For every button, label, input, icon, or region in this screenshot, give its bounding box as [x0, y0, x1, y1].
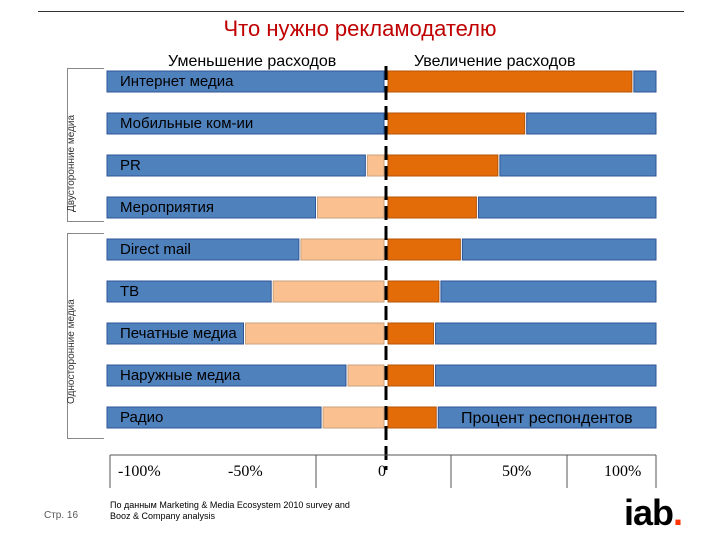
increase-total-bar: [633, 70, 657, 93]
two-way-bracket: [67, 68, 104, 222]
decrease-total-bar: [106, 196, 317, 219]
x-tick-label: -100%: [118, 463, 161, 480]
increase-total-bar: [499, 154, 657, 177]
source-line-2: Booz & Company analysis: [110, 511, 216, 521]
decrease-header: Уменьшение расходов: [168, 53, 337, 70]
decrease-total-bar: [106, 406, 322, 429]
increase-bar: [387, 406, 437, 429]
x-tick-label: 0: [378, 463, 386, 480]
increase-bar: [387, 112, 526, 135]
decrease-total-bar: [106, 70, 385, 93]
logo-dot: .: [673, 492, 683, 533]
decrease-total-bar: [106, 112, 385, 135]
increase-bar: [387, 364, 435, 387]
increase-total-bar: [437, 406, 657, 429]
increase-total-bar: [440, 280, 657, 303]
increase-bar: [387, 280, 440, 303]
decrease-bar: [245, 322, 385, 345]
x-tick-label: 50%: [502, 463, 532, 480]
decrease-bar: [366, 154, 385, 177]
decrease-bar: [322, 406, 385, 429]
decrease-bar: [347, 364, 385, 387]
decrease-total-bar: [106, 238, 300, 261]
category-label: Радио: [120, 409, 164, 426]
logo-text: iab: [624, 492, 674, 533]
bars-layer: [106, 70, 657, 429]
category-label: Direct mail: [120, 241, 191, 258]
category-label: Интернет медиа: [120, 73, 234, 90]
category-label: Печатные медиа: [120, 325, 237, 342]
category-label: PR: [120, 157, 141, 174]
increase-total-bar: [461, 238, 657, 261]
decrease-bar: [300, 238, 385, 261]
x-tick-label: 100%: [604, 463, 642, 480]
increase-total-bar: [435, 322, 657, 345]
increase-total-bar: [477, 196, 657, 219]
decrease-bar: [272, 280, 385, 303]
increase-bar: [387, 322, 435, 345]
source-line-1: По данным Marketing & Media Ecosystem 20…: [110, 500, 350, 510]
increase-bar: [387, 196, 477, 219]
increase-bar: [387, 70, 633, 93]
decrease-total-bar: [106, 280, 272, 303]
category-label: Мобильные ком-ии: [120, 115, 254, 132]
increase-header: Увеличение расходов: [414, 53, 576, 70]
top-rule: [38, 11, 684, 12]
axis-layer: [109, 66, 657, 488]
axis-title: Процент респондентов: [461, 410, 633, 427]
one-way-bracket: [67, 233, 104, 439]
iab-logo: iab.: [624, 492, 683, 534]
decrease-total-bar: [106, 322, 244, 345]
page-title: Что нужно рекламодателю: [223, 16, 497, 41]
source-note: По данным Marketing & Media Ecosystem 20…: [110, 500, 400, 522]
increase-bar: [387, 154, 499, 177]
decrease-total-bar: [106, 364, 347, 387]
x-tick-label: -50%: [228, 463, 263, 480]
increase-total-bar: [435, 364, 657, 387]
increase-bar: [387, 238, 461, 261]
decrease-total-bar: [106, 154, 366, 177]
category-label: Мероприятия: [120, 199, 215, 216]
increase-total-bar: [526, 112, 657, 135]
category-label: ТВ: [120, 283, 140, 300]
decrease-bar: [317, 196, 385, 219]
page-number: Стр. 16: [44, 510, 79, 521]
category-label: Наружные медиа: [120, 367, 241, 384]
